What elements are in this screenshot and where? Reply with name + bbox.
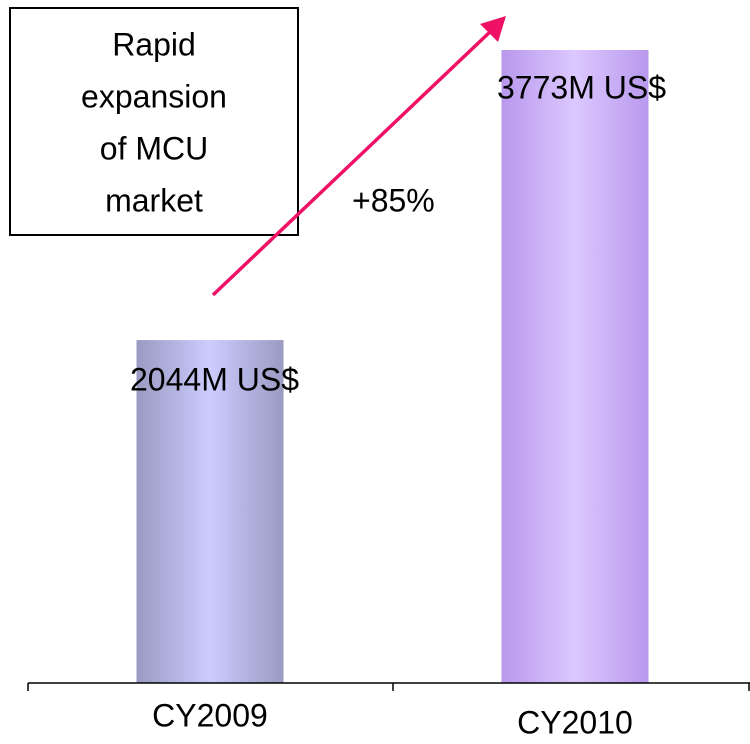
x-tick-label: CY2009 <box>152 697 268 733</box>
annotation-text: expansion <box>81 78 227 114</box>
annotation-box <box>9 7 299 236</box>
arrow-head <box>480 16 506 42</box>
growth-arrow <box>211 28 494 297</box>
growth-label: +85% <box>352 182 435 218</box>
value-label: 2044M US$ <box>130 361 299 397</box>
annotation-text: of MCU <box>100 130 208 166</box>
annotation-text: Rapid <box>112 26 196 62</box>
bar <box>501 50 649 683</box>
annotation-text: market <box>105 182 203 218</box>
bar <box>136 340 284 683</box>
x-tick-label: CY2010 <box>517 704 633 740</box>
value-label: 3773M US$ <box>497 69 666 105</box>
